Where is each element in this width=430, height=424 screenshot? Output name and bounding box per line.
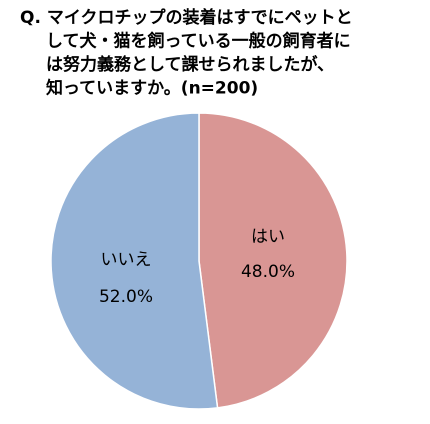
chart-title: して犬・猫を飼っている一般の飼育者に bbox=[46, 31, 351, 52]
chart-title: 知っていますか。(n=200) bbox=[45, 78, 258, 99]
chart-title: は努力義務として課せられましたが、 bbox=[46, 54, 334, 75]
pie-slice bbox=[198, 112, 348, 409]
pie-slice bbox=[50, 112, 219, 410]
chart-title: Q. マイクロチップの装着はすでにペットと bbox=[20, 7, 353, 28]
slice-label: はい bbox=[251, 227, 285, 247]
value-label: 52.0% bbox=[99, 287, 153, 307]
slice-label: いいえ bbox=[101, 250, 152, 270]
value-label: 48.0% bbox=[241, 262, 295, 282]
